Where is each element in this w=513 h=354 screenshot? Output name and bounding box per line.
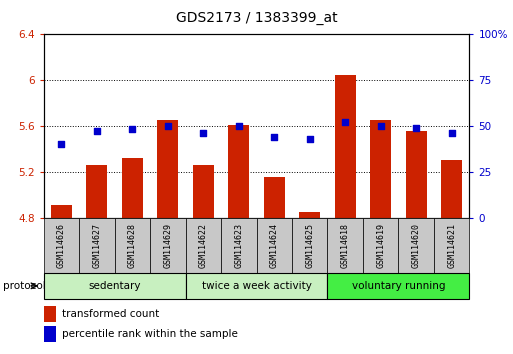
Bar: [334, 75, 356, 218]
Bar: [122, 158, 143, 218]
Bar: [405, 131, 427, 218]
Bar: [186, 273, 327, 299]
Text: GSM114621: GSM114621: [447, 223, 456, 268]
Point: [270, 134, 279, 139]
Text: voluntary running: voluntary running: [352, 281, 445, 291]
Text: GSM114618: GSM114618: [341, 223, 350, 268]
Bar: [327, 273, 469, 299]
Point: [447, 130, 456, 136]
Bar: [370, 120, 391, 218]
Text: GSM114627: GSM114627: [92, 223, 102, 268]
Bar: [44, 218, 79, 273]
Text: GSM114624: GSM114624: [270, 223, 279, 268]
Bar: [114, 218, 150, 273]
Point: [377, 123, 385, 129]
Text: GSM114619: GSM114619: [376, 223, 385, 268]
Bar: [256, 218, 292, 273]
Point: [199, 130, 207, 136]
Bar: [192, 165, 214, 218]
Bar: [86, 165, 107, 218]
Bar: [221, 218, 256, 273]
Bar: [51, 205, 72, 218]
Text: GDS2173 / 1383399_at: GDS2173 / 1383399_at: [175, 11, 338, 25]
Text: GSM114623: GSM114623: [234, 223, 243, 268]
Bar: [363, 218, 399, 273]
Text: GSM114626: GSM114626: [57, 223, 66, 268]
Text: GSM114625: GSM114625: [305, 223, 314, 268]
Bar: [228, 125, 249, 218]
Bar: [399, 218, 434, 273]
Point: [93, 129, 101, 134]
Text: protocol: protocol: [3, 281, 45, 291]
Text: GSM114620: GSM114620: [411, 223, 421, 268]
Text: GSM114622: GSM114622: [199, 223, 208, 268]
Bar: [434, 218, 469, 273]
Bar: [150, 218, 186, 273]
Bar: [79, 218, 114, 273]
Bar: [299, 212, 320, 218]
Point: [341, 119, 349, 125]
Text: twice a week activity: twice a week activity: [202, 281, 311, 291]
Bar: [186, 218, 221, 273]
Bar: [264, 177, 285, 218]
Text: percentile rank within the sample: percentile rank within the sample: [62, 329, 238, 339]
Point: [306, 136, 314, 141]
Bar: [441, 160, 462, 218]
Text: sedentary: sedentary: [88, 281, 141, 291]
Text: transformed count: transformed count: [62, 309, 159, 319]
Bar: [292, 218, 327, 273]
Point: [234, 123, 243, 129]
Text: GSM114628: GSM114628: [128, 223, 137, 268]
Bar: [327, 218, 363, 273]
Bar: [157, 120, 179, 218]
Bar: [44, 273, 186, 299]
Text: GSM114629: GSM114629: [163, 223, 172, 268]
Point: [164, 123, 172, 129]
Point: [128, 126, 136, 132]
Point: [412, 125, 420, 130]
Point: [57, 141, 66, 147]
